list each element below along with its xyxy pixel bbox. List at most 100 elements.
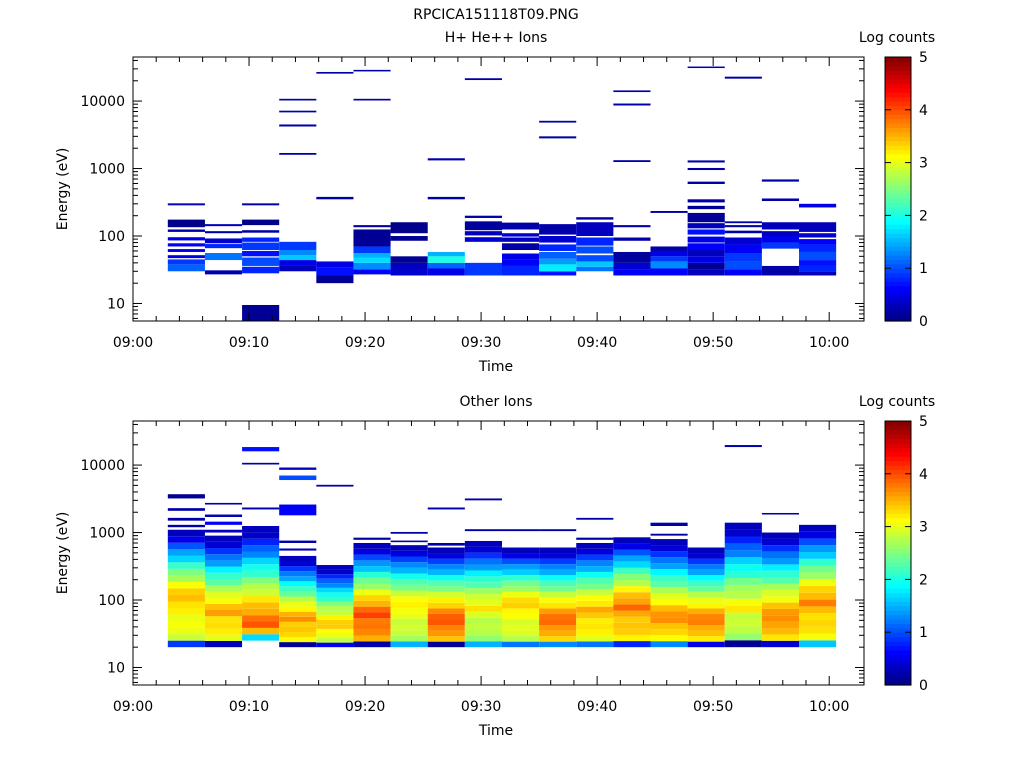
spectrogram-cell [501,619,540,626]
colorbar-swatch [885,101,911,106]
spectrogram-cell [761,512,800,515]
colorbar-swatch [885,127,911,133]
spectrogram-cell [687,269,725,276]
spectrogram-cell [687,205,725,210]
spectrogram-cell [204,521,243,525]
spectrogram-cell [242,608,280,616]
spectrogram-cell [576,566,614,572]
spectrogram-cell [799,244,837,252]
colorbar-swatch [885,241,911,247]
spectrogram-cell [650,551,688,558]
spectrogram-cell [279,555,317,562]
spectrogram-cell [799,572,837,580]
spectrogram-cell [687,167,725,171]
spectrogram-cell [316,583,354,588]
spectrogram-cell [576,618,614,625]
spectrogram-cell [613,567,651,574]
colorbar-swatch [885,65,911,71]
spectrogram-cell [279,637,317,643]
spectrogram-cell [167,229,205,232]
x-tick-label: 09:40 [577,335,617,351]
spectrogram-cell [799,260,837,266]
spectrogram-cell [167,524,205,528]
spectrogram-cell [390,222,428,234]
spectrogram-cell [761,198,800,202]
spectrogram-cell [724,633,762,641]
spectrogram-cell [427,507,465,510]
spectrogram-cell [687,181,725,184]
x-tick-label: 10:00 [809,335,849,351]
spectrogram-cell [390,630,428,636]
spectrogram-cell [316,633,354,639]
spectrogram-cell [687,262,725,270]
spectrogram-cell [613,262,651,270]
colorbar-swatch [885,233,911,238]
colorbar-swatch [885,513,911,519]
spectrogram-cell [279,548,317,551]
spectrogram-cell [390,567,428,574]
spectrogram-cell [464,588,502,595]
spectrogram-cell [427,608,465,614]
spectrogram-cell [761,634,800,641]
spectrogram-cell [242,551,280,558]
spectrogram-cell [427,613,465,620]
colorbar-swatch [885,557,911,563]
spectrogram-cell [799,203,837,208]
colorbar-swatch [885,478,911,484]
spectrogram-cell [279,601,317,607]
spectrogram-cell [799,524,837,532]
colorbar-swatch [885,228,911,234]
spectrogram-cell [501,608,540,614]
colorbar-swatch [885,57,911,62]
spectrogram-cell [353,629,391,636]
spectrogram-cell [724,605,762,613]
spectrogram-cell [279,124,317,127]
colorbar-swatch [885,136,911,142]
spectrogram-cell [464,78,502,81]
spectrogram-cell [613,573,651,581]
spectrogram-cell [687,250,725,257]
spectrogram-cell [501,630,540,637]
spectrogram-cell [650,569,688,576]
spectrogram-cell [724,591,762,599]
colorbar-swatch [885,285,911,291]
spectrogram-cell [464,570,502,577]
spectrogram-cell [613,225,651,228]
spectrogram-cell [167,529,205,537]
spectrogram-cell [539,258,577,265]
spectrogram-cell [242,257,280,266]
x-tick-label: 09:50 [693,335,733,351]
spectrogram-cell [761,545,800,552]
spectrogram-cell [464,498,502,501]
spectrogram-cell [687,586,725,592]
spectrogram-cell [799,579,837,587]
colorbar-swatch [885,443,911,448]
spectrogram-cell [167,608,205,615]
spectrogram-cell [539,641,577,648]
spectrogram-cell [613,90,651,93]
y-tick-label: 10 [107,296,125,312]
spectrogram-cell [687,591,725,598]
spectrogram-cell [613,641,651,648]
x-axis-label: Time [478,723,513,739]
colorbar-swatch [885,114,911,120]
spectrogram-cell [650,605,688,612]
spectrogram-cell [576,542,614,549]
spectrogram-cell [464,529,502,532]
spectrogram-cell [204,591,243,598]
spectrogram-cell [464,617,502,624]
spectrogram-cell [724,619,762,627]
colorbar-swatch [885,277,911,282]
spectrogram-cell [242,564,280,571]
spectrogram-cell [390,540,428,543]
spectrogram-cell [279,260,317,266]
spectrogram-cell [316,601,354,607]
spectrogram-cell [501,529,540,532]
colorbar-swatch [885,105,911,111]
x-axis: 09:00 09:10 09:20 09:30 09:40 09:50 10:00 [113,57,849,351]
spectrogram-cell [650,593,688,600]
spectrogram-cell [501,265,540,276]
colorbar-swatch [885,473,911,479]
spectrogram-cell [464,635,502,642]
